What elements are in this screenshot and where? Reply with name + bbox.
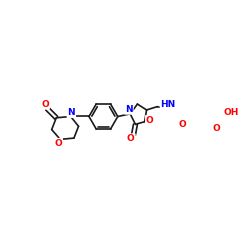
Text: OH: OH xyxy=(223,108,239,117)
Text: HN: HN xyxy=(160,100,176,108)
Text: O: O xyxy=(54,139,62,148)
Text: O: O xyxy=(127,134,135,143)
Text: O: O xyxy=(178,120,186,130)
Text: O: O xyxy=(146,116,154,125)
Text: O: O xyxy=(212,124,220,134)
Text: O: O xyxy=(41,100,49,108)
Text: N: N xyxy=(68,108,75,117)
Text: N: N xyxy=(125,105,133,114)
